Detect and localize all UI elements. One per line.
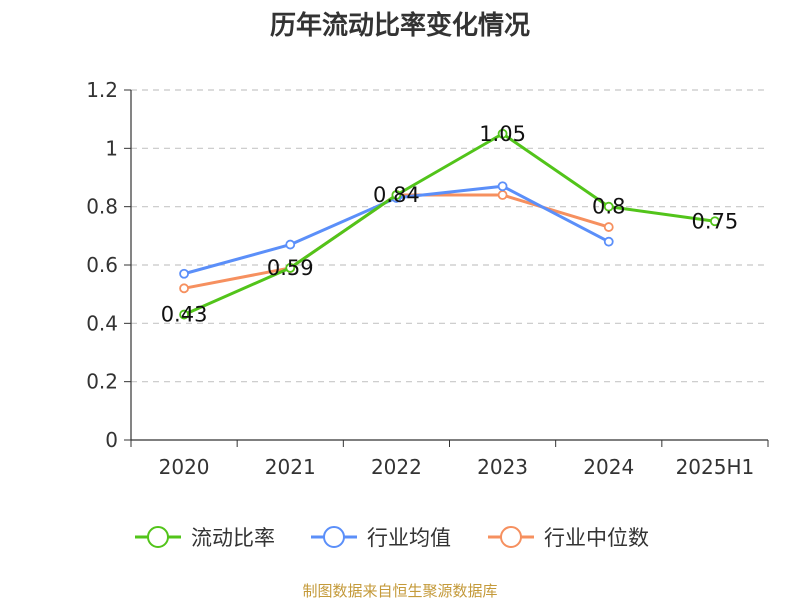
data-point[interactable] xyxy=(285,263,296,273)
data-label: 0.75 xyxy=(692,209,739,233)
chart-title: 历年流动比率变化情况 xyxy=(270,10,530,41)
source-note: 制图数据来自恒生聚源数据库 xyxy=(302,582,497,600)
x-axis-ticks: 2020 2021 2022 2023 2024 2025H1 xyxy=(130,440,769,479)
data-label: 0.43 xyxy=(161,303,208,327)
legend[interactable]: 流动比率 行业均值 行业中位数 xyxy=(135,526,649,550)
x-tick-label: 2025H1 xyxy=(676,455,755,479)
y-tick-label: 0.2 xyxy=(86,370,118,394)
legend-label: 行业均值 xyxy=(367,526,451,550)
x-tick-label: 2023 xyxy=(477,455,528,479)
data-label: 1.05 xyxy=(479,122,526,146)
legend-marker-icon xyxy=(147,526,169,548)
legend-item-行业中位数[interactable]: 行业中位数 xyxy=(488,526,649,550)
series-流动比率 xyxy=(179,128,720,320)
data-point[interactable] xyxy=(710,216,720,227)
data-point[interactable] xyxy=(391,190,402,200)
data-point[interactable] xyxy=(603,222,614,232)
legend-marker-icon xyxy=(500,526,522,548)
y-tick-label: 1.2 xyxy=(86,78,118,102)
series-line xyxy=(183,132,716,316)
gridlines xyxy=(131,89,768,383)
data-labels: 0.43 0.59 0.84 1.05 0.8 0.75 xyxy=(161,122,739,327)
legend-label: 行业中位数 xyxy=(544,526,649,550)
y-axis-ticks: 0 0.2 0.4 0.6 0.8 1 1.2 xyxy=(86,78,131,452)
y-tick-label: 0.8 xyxy=(86,195,118,219)
x-tick-label: 2024 xyxy=(583,455,634,479)
data-point[interactable] xyxy=(603,236,614,247)
y-tick-label: 1 xyxy=(105,136,118,160)
data-point[interactable] xyxy=(497,190,508,200)
y-tick-label: 0.6 xyxy=(86,253,118,277)
data-label: 0.59 xyxy=(267,256,314,280)
series-lines xyxy=(179,128,720,320)
legend-marker-icon xyxy=(323,526,345,548)
data-point[interactable] xyxy=(497,128,508,139)
data-point[interactable] xyxy=(603,201,614,212)
legend-label: 流动比率 xyxy=(191,526,275,550)
data-point[interactable] xyxy=(179,268,189,279)
data-label: 0.84 xyxy=(373,183,420,207)
x-tick-label: 2021 xyxy=(265,455,316,479)
y-tick-label: 0.4 xyxy=(86,311,118,335)
data-point[interactable] xyxy=(497,181,508,192)
x-tick-label: 2022 xyxy=(371,455,422,479)
data-point[interactable] xyxy=(285,239,296,250)
x-tick-label: 2020 xyxy=(159,455,210,479)
legend-item-行业均值[interactable]: 行业均值 xyxy=(311,526,451,550)
legend-item-流动比率[interactable]: 流动比率 xyxy=(135,526,275,550)
data-label: 0.8 xyxy=(592,195,625,219)
data-point[interactable] xyxy=(179,283,189,294)
data-point[interactable] xyxy=(179,309,189,320)
y-tick-label: 0 xyxy=(105,428,118,452)
